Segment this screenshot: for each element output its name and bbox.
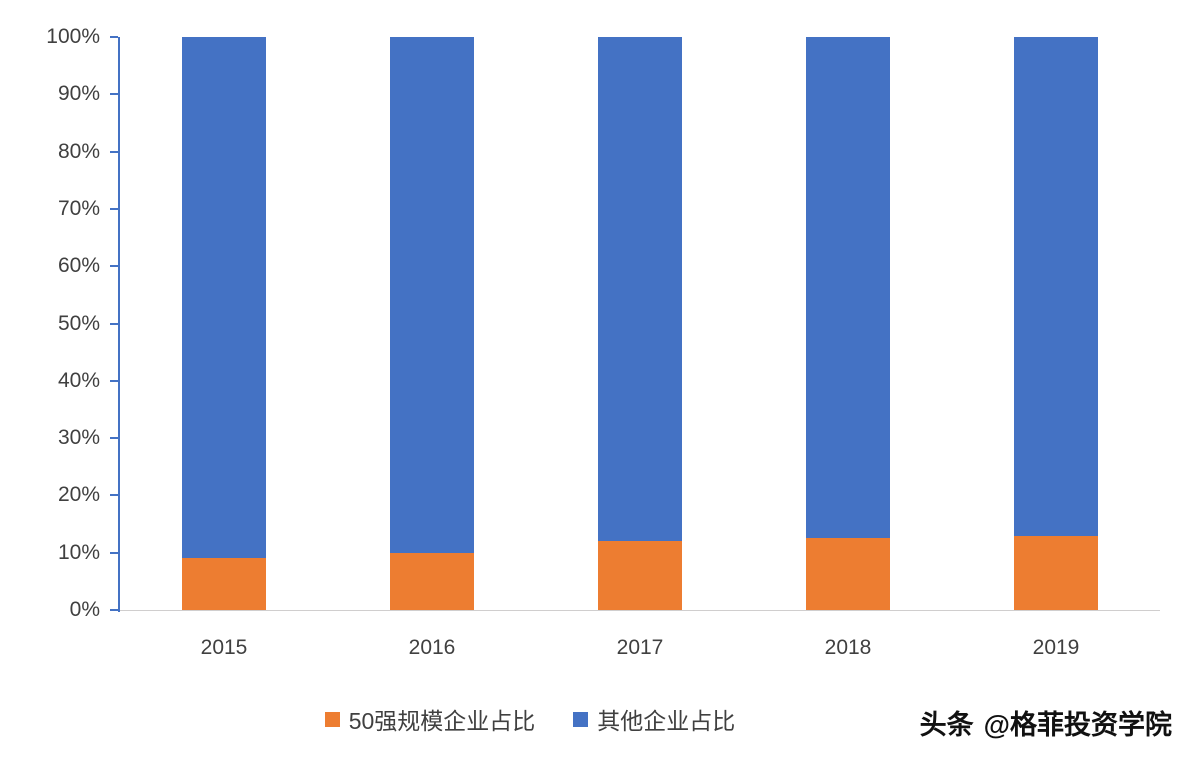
x-axis-label: 2017 (616, 636, 664, 659)
y-axis-label: 40% (57, 368, 100, 392)
legend-item: 50强规模企业占比 (324, 702, 536, 736)
y-axis-tick (110, 150, 118, 153)
bar-segment-2017 (598, 37, 682, 542)
legend-label: 其他企业占比 (597, 708, 736, 734)
y-axis-label: 50% (57, 311, 100, 335)
y-axis-label: 70% (57, 196, 100, 220)
chart-legend: 50强规模企业占比 其他企业占比 (0, 702, 1060, 736)
y-axis-label: 90% (57, 82, 100, 106)
legend-marker-icon (573, 711, 589, 727)
legend-item: 其他企业占比 (573, 702, 735, 736)
y-axis-label: 10% (57, 540, 100, 564)
watermark-handle: @格菲投资学院 (983, 710, 1172, 740)
y-axis-tick (110, 379, 118, 382)
y-axis-label: 30% (57, 426, 100, 450)
bar-segment-2016 (390, 37, 474, 553)
bar-segment-2018 (806, 37, 890, 539)
x-axis-label: 2019 (1032, 636, 1080, 659)
y-axis-tick (110, 551, 118, 554)
y-axis-label: 80% (57, 139, 100, 163)
y-axis-tick (110, 322, 118, 325)
y-axis-tick (110, 36, 118, 38)
y-axis-label: 60% (57, 254, 100, 278)
watermark-brand: 头条 (919, 710, 974, 740)
bar-segment-2015 (182, 558, 266, 610)
bar-segment-2017 (598, 541, 682, 610)
bar-segment-2016 (390, 552, 474, 610)
y-axis-tick (110, 93, 118, 96)
bar-segment-2019 (1014, 535, 1098, 610)
y-axis-label: 100% (46, 25, 100, 48)
watermark: 头条 @格菲投资学院 (920, 703, 1172, 742)
y-axis-tick (110, 437, 118, 440)
y-axis-tick (110, 265, 118, 268)
bar-segment-2019 (1014, 37, 1098, 536)
y-axis-tick (110, 609, 118, 611)
bar-segment-2018 (806, 538, 890, 610)
y-axis-tick (110, 494, 118, 497)
y-axis-label: 0% (69, 598, 100, 621)
y-axis-line (118, 37, 120, 612)
x-axis-line (120, 610, 1160, 611)
x-axis-label: 2018 (824, 636, 872, 659)
y-axis-label: 20% (57, 483, 100, 507)
legend-label: 50强规模企业占比 (348, 708, 536, 734)
legend-marker-icon (324, 711, 340, 727)
x-axis-label: 2016 (408, 636, 456, 659)
x-axis-label: 2015 (200, 636, 248, 659)
bar-segment-2015 (182, 37, 266, 559)
y-axis-tick (110, 207, 118, 210)
